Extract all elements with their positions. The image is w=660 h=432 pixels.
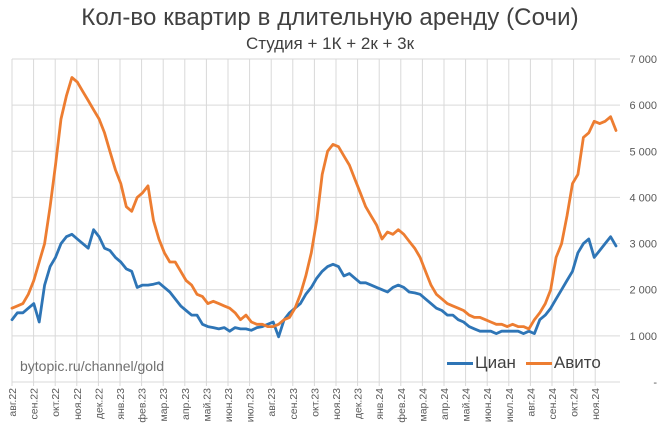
legend: Циан Авито	[447, 353, 611, 373]
x-tick-label: окт.23	[309, 388, 321, 417]
x-tick-label: ноя.24	[590, 388, 602, 420]
legend-item-avito: Авито	[525, 353, 601, 373]
y-tick-label: 4 000	[629, 192, 657, 204]
legend-label-cian: Циан	[475, 353, 516, 372]
x-tick-label: фев.24	[396, 388, 408, 423]
x-tick-label: дек.22	[93, 388, 105, 419]
series-lines	[10, 76, 618, 339]
chart-subtitle: Студия + 1К + 2к + 3к	[245, 34, 415, 53]
x-tick-label: май.23	[201, 388, 213, 422]
x-tick-label: апр.23	[180, 388, 192, 420]
x-axis: авг.22 сен.22 окт.22 ноя.22 дек.22 янв.23 фев.…	[7, 388, 602, 423]
legend-label-avito: Авито	[553, 353, 601, 372]
y-tick-label: 6 000	[629, 100, 657, 112]
y-tick-label: -	[653, 377, 657, 389]
y-tick-label: 7 000	[629, 54, 657, 66]
x-tick-label: ноя.22	[72, 388, 84, 420]
y-tick-label: 1 000	[629, 331, 657, 343]
x-tick-label: авг.22	[7, 388, 19, 417]
series-line	[10, 228, 618, 339]
x-tick-label: окт.24	[569, 388, 581, 417]
legend-swatch-avito	[525, 361, 552, 365]
x-tick-label: янв.24	[374, 388, 386, 420]
x-tick-label: май.24	[461, 388, 473, 422]
x-tick-label: сен.23	[288, 388, 300, 420]
y-tick-label: 5 000	[629, 146, 657, 158]
x-tick-label: июн.24	[482, 388, 494, 422]
x-tick-label: дек.23	[353, 388, 365, 419]
x-tick-label: июл.23	[245, 388, 257, 422]
y-axis: - 1 000 2 000 3 000 4 000 5 000 6 000 7 000	[629, 54, 657, 389]
gridlines	[11, 58, 620, 386]
x-tick-label: мар.24	[417, 388, 429, 422]
legend-swatch-cian	[447, 361, 473, 365]
x-tick-label: июл.24	[504, 388, 516, 422]
x-tick-label: сен.24	[547, 388, 559, 420]
x-tick-label: апр.24	[439, 388, 451, 420]
y-tick-label: 2 000	[629, 285, 657, 297]
x-tick-label: авг.24	[525, 388, 537, 417]
legend-item-cian: Циан	[447, 353, 516, 373]
x-tick-label: мар.23	[158, 388, 170, 422]
x-tick-label: ноя.23	[331, 388, 343, 420]
x-tick-label: янв.23	[115, 388, 127, 420]
series-line	[10, 76, 618, 331]
x-tick-label: июн.23	[223, 388, 235, 422]
x-tick-label: авг.23	[266, 388, 278, 417]
x-tick-label: сен.22	[29, 388, 41, 420]
watermark: bytopic.ru/channel/gold	[20, 358, 164, 374]
x-tick-label: окт.22	[50, 388, 62, 417]
y-tick-label: 3 000	[629, 239, 657, 251]
x-tick-label: фев.23	[137, 388, 149, 423]
chart-title: Кол-во квартир в длительную аренду (Сочи…	[81, 4, 579, 31]
